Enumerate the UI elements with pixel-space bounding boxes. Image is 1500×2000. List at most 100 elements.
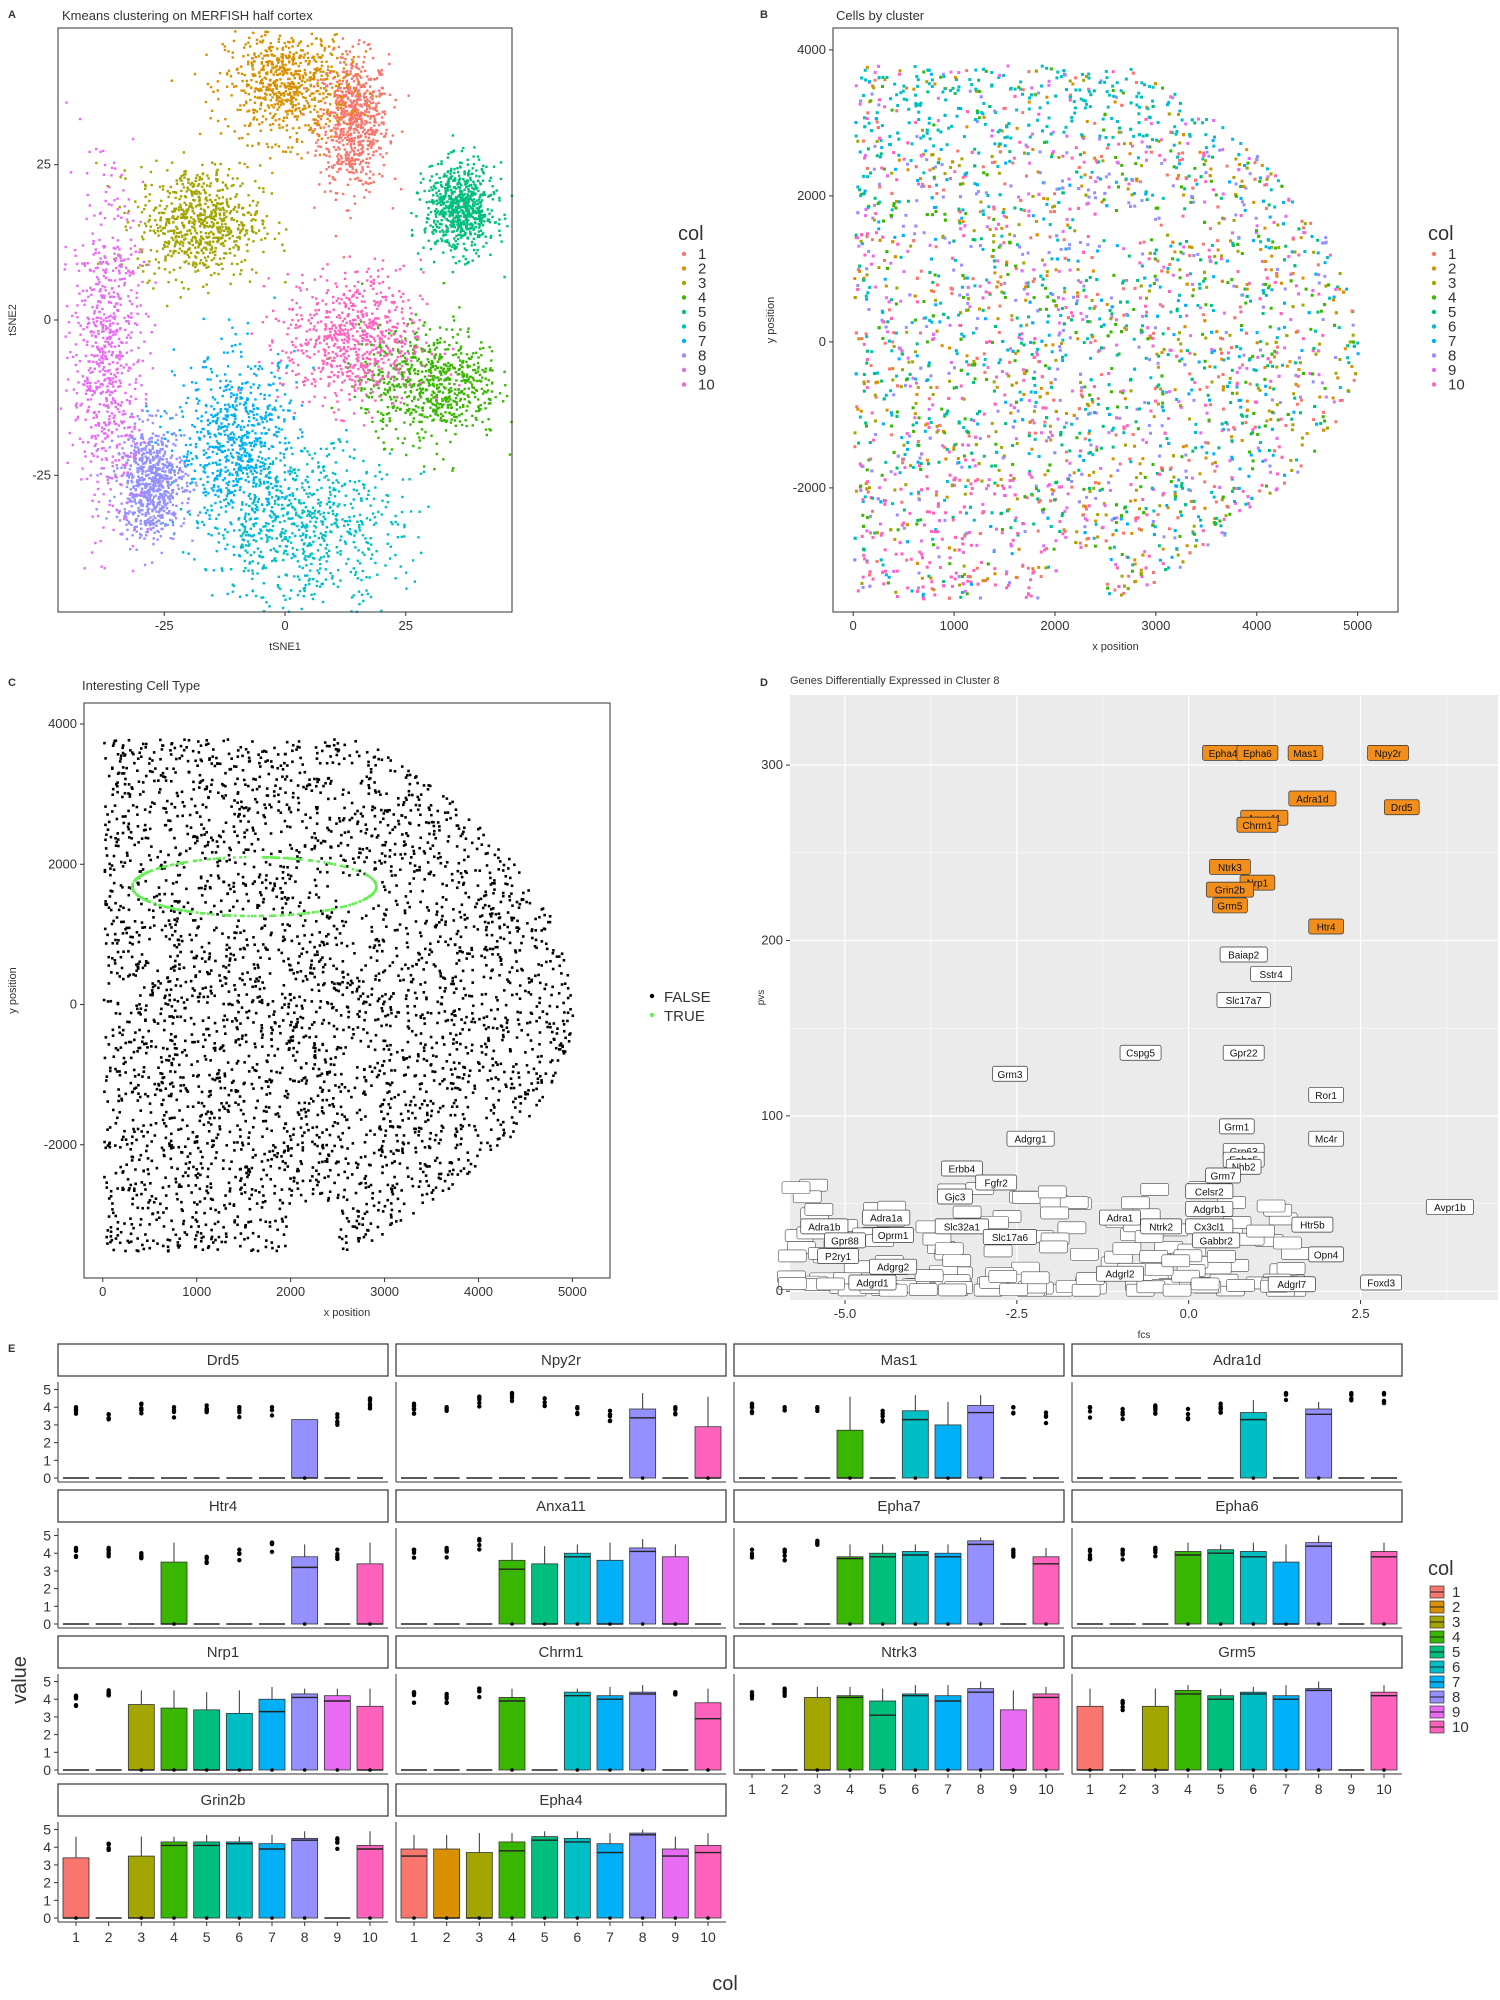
cell-point <box>410 211 413 215</box>
cell-point <box>243 234 247 237</box>
cell-point <box>432 342 436 345</box>
cell-point <box>194 442 198 446</box>
cell-point <box>161 188 165 191</box>
cell-point <box>221 241 225 245</box>
cell-point <box>378 146 381 149</box>
cell-point <box>425 363 428 367</box>
cell-point <box>290 109 294 113</box>
cell-point <box>222 219 226 222</box>
cell-point <box>449 196 452 199</box>
cell-point <box>362 459 365 463</box>
cell-point <box>369 126 373 130</box>
cell-point <box>184 212 188 216</box>
cell-point <box>212 257 216 260</box>
cell-point <box>456 227 460 231</box>
cell-point <box>221 181 225 184</box>
cell-point <box>205 283 208 286</box>
cell-point <box>469 231 472 234</box>
cell-point <box>349 99 352 102</box>
cell-point <box>186 396 190 400</box>
cell-point <box>305 523 308 526</box>
cell-point <box>428 378 432 382</box>
cell-point <box>349 570 353 574</box>
cell-point <box>170 254 173 258</box>
cell-point <box>382 441 385 444</box>
cell-point <box>148 214 152 218</box>
cell-point <box>292 468 295 472</box>
cell-point <box>460 192 463 195</box>
cell-point <box>443 186 447 190</box>
cell-point <box>239 456 243 460</box>
cell-point <box>473 146 476 149</box>
cell-point <box>241 382 244 385</box>
cell-point <box>352 80 356 83</box>
cell-point <box>320 486 323 490</box>
cell-point <box>309 126 312 130</box>
cell-point <box>362 599 365 603</box>
cell-point <box>180 249 184 253</box>
cell-point <box>430 164 434 168</box>
cell-point <box>348 50 352 53</box>
cell-point <box>344 112 347 115</box>
cell-point <box>279 451 282 455</box>
cell-point <box>224 226 228 229</box>
cell-point <box>145 490 149 494</box>
cell-point <box>326 77 329 80</box>
cell-point <box>230 392 233 395</box>
cell-point <box>332 145 336 149</box>
cell-point <box>444 387 447 390</box>
cell-point <box>332 40 335 43</box>
cell-point <box>344 115 347 118</box>
cell-point <box>438 226 441 229</box>
cell-point <box>226 469 230 472</box>
cell-point <box>406 380 409 384</box>
cell-point <box>228 247 231 251</box>
cell-point <box>334 521 337 525</box>
cell-point <box>340 115 343 119</box>
cell-point <box>458 161 462 164</box>
cell-point <box>387 494 390 497</box>
cell-point <box>436 376 440 379</box>
cell-point <box>476 155 480 158</box>
cell-point <box>333 33 337 37</box>
cell-point <box>327 125 330 128</box>
cell-point <box>319 117 323 121</box>
cell-point <box>149 458 152 462</box>
cell-point <box>237 452 240 455</box>
cell-point <box>257 71 261 75</box>
cell-point <box>235 408 238 412</box>
cell-point <box>356 577 360 580</box>
cell-point <box>346 159 349 162</box>
cell-point <box>236 479 239 483</box>
cell-point <box>194 176 198 180</box>
cell-point <box>255 212 258 215</box>
cell-point <box>360 593 364 597</box>
cell-point <box>310 77 313 81</box>
cell-point <box>460 161 463 165</box>
cell-point <box>467 335 470 338</box>
cell-point <box>309 520 312 523</box>
cell-point <box>178 178 182 181</box>
cell-point <box>227 423 230 426</box>
cell-point <box>347 557 350 561</box>
cell-point <box>439 203 443 207</box>
cell-point <box>473 210 476 214</box>
cell-point <box>269 157 272 160</box>
cell-point <box>231 177 235 180</box>
cell-point <box>404 337 407 340</box>
cell-point <box>222 244 225 248</box>
cell-point <box>447 219 450 222</box>
panel-tag: A <box>8 9 16 21</box>
cell-point <box>209 248 212 251</box>
cell-point <box>135 484 138 487</box>
cell-point <box>356 129 359 132</box>
cell-point <box>463 392 466 396</box>
cell-point <box>258 465 262 469</box>
cell-point <box>277 37 281 40</box>
cell-point <box>377 373 380 377</box>
cell-point <box>181 470 184 474</box>
cell-point <box>425 201 428 204</box>
cell-point <box>360 117 363 121</box>
cell-point <box>445 183 448 186</box>
cell-point <box>489 402 492 405</box>
